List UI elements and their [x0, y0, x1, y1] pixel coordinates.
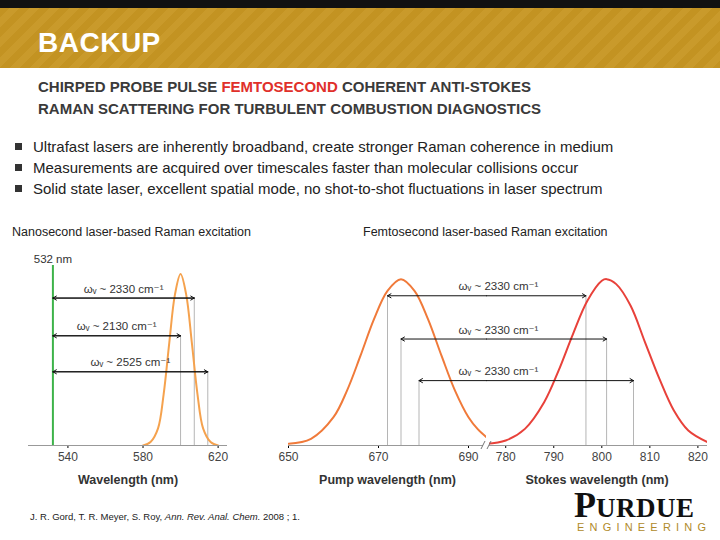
html-text:PURDUE: PURDUE [574, 485, 695, 525]
svg-text:540: 540 [58, 450, 78, 464]
html-text:Solid state laser, excellent s: Solid state laser, excellent spatial mod… [33, 180, 603, 197]
svg-text:ωᵥ ~ 2130 cm⁻¹: ωᵥ ~ 2130 cm⁻¹ [77, 320, 157, 332]
html-text:Measurements are acquired over: Measurements are acquired over timescale… [33, 159, 579, 176]
html-text:ENGINEERING: ENGINEERING [577, 521, 712, 533]
svg-text:ωᵥ ~ 2330 cm⁻¹: ωᵥ ~ 2330 cm⁻¹ [84, 283, 164, 295]
svg-text:620: 620 [208, 450, 228, 464]
html-text:Ultrafast lasers are inherentl: Ultrafast lasers are inherently broadban… [33, 138, 614, 155]
svg-text:820: 820 [688, 450, 708, 464]
svg-text:650: 650 [278, 450, 298, 464]
svg-text:670: 670 [368, 450, 388, 464]
svg-text:810: 810 [640, 450, 660, 464]
svg-text:690: 690 [458, 450, 478, 464]
svg-text:800: 800 [592, 450, 612, 464]
svg-text:Wavelength (nm): Wavelength (nm) [78, 473, 178, 487]
html-text:RAMAN SCATTERING FOR TURBULENT: RAMAN SCATTERING FOR TURBULENT COMBUSTIO… [38, 100, 541, 117]
html-text:Nanosecond laser-based Raman e: Nanosecond laser-based Raman excitation [12, 225, 251, 239]
svg-text:Stokes wavelength (nm): Stokes wavelength (nm) [525, 473, 668, 487]
html-text:BACKUP: BACKUP [38, 27, 161, 58]
svg-text:532 nm: 532 nm [34, 253, 72, 265]
svg-text:580: 580 [133, 450, 153, 464]
svg-text:790: 790 [544, 450, 564, 464]
html-text:CHIRPED PROBE PULSE FEMTOSECON: CHIRPED PROBE PULSE FEMTOSECOND COHERENT… [38, 78, 532, 95]
svg-text:ωᵥ ~ 2330 cm⁻¹: ωᵥ ~ 2330 cm⁻¹ [459, 324, 539, 336]
svg-text:ωᵥ ~ 2330 cm⁻¹: ωᵥ ~ 2330 cm⁻¹ [459, 280, 539, 292]
html-text:Femtosecond laser-based Raman: Femtosecond laser-based Raman excitation [363, 225, 608, 239]
svg-text:Pump wavelength (nm): Pump wavelength (nm) [319, 473, 456, 487]
svg-text:780: 780 [496, 450, 516, 464]
svg-text:ωᵥ ~ 2330 cm⁻¹: ωᵥ ~ 2330 cm⁻¹ [459, 365, 539, 377]
html-text:J. R. Gord, T. R. Meyer, S. Ro: J. R. Gord, T. R. Meyer, S. Roy, Ann. Re… [30, 511, 300, 522]
svg-text:ωᵥ ~ 2525 cm⁻¹: ωᵥ ~ 2525 cm⁻¹ [90, 356, 170, 368]
